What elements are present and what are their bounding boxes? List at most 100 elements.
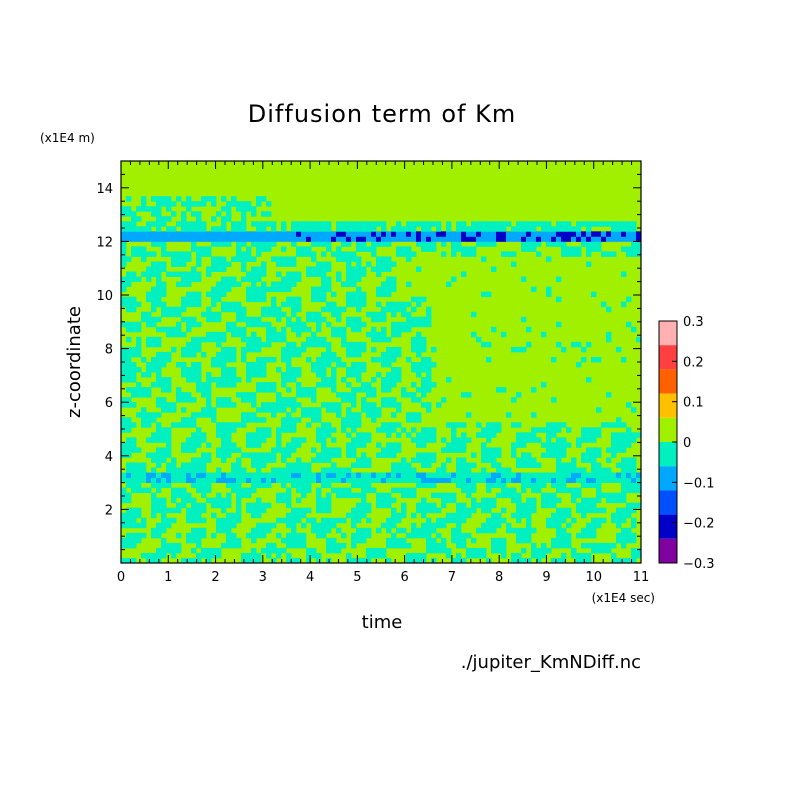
heatmap-cell (186, 377, 192, 383)
heatmap-cell (121, 236, 127, 242)
heatmap-cell (356, 362, 362, 368)
heatmap-cell (306, 422, 312, 428)
heatmap-cell (326, 351, 332, 358)
heatmap-cell (391, 532, 397, 539)
heatmap-cell (271, 387, 277, 393)
heatmap-cell (231, 487, 237, 494)
heatmap-cell (626, 472, 632, 478)
heatmap-cell (626, 236, 632, 242)
heatmap-cell (231, 226, 237, 232)
heatmap-cell (411, 427, 417, 433)
heatmap-cell (411, 367, 417, 373)
heatmap-cell (136, 367, 142, 373)
heatmap-cell (566, 507, 572, 514)
colorbar-swatch (659, 417, 677, 442)
heatmap-cell (311, 291, 317, 298)
heatmap-cell (171, 507, 177, 514)
heatmap-cell (176, 311, 182, 318)
heatmap-cell (131, 487, 137, 494)
heatmap-cell (491, 427, 497, 433)
heatmap-cell (336, 527, 342, 534)
heatmap-cell (581, 532, 587, 539)
heatmap-cell (596, 221, 602, 227)
heatmap-cell (291, 372, 297, 378)
heatmap-cell (151, 286, 157, 293)
heatmap-cell (191, 502, 197, 509)
heatmap-cell (311, 266, 317, 272)
heatmap-cell (371, 487, 377, 494)
heatmap-cell (221, 542, 227, 549)
heatmap-cell (471, 331, 477, 338)
heatmap-cell (166, 547, 172, 554)
heatmap-cell (376, 502, 382, 509)
heatmap-cell (226, 452, 232, 458)
heatmap-cell (121, 231, 127, 237)
heatmap-cell (331, 522, 337, 529)
heatmap-cell (536, 472, 542, 478)
heatmap-cell (166, 331, 172, 338)
heatmap-cell (266, 432, 272, 438)
heatmap-cell (131, 231, 137, 237)
heatmap-cell (606, 492, 612, 499)
heatmap-cell (396, 442, 402, 448)
heatmap-cell (531, 472, 537, 478)
heatmap-cell (241, 487, 247, 494)
heatmap-cell (221, 236, 227, 242)
heatmap-cell (181, 261, 187, 267)
heatmap-cell (281, 261, 287, 267)
heatmap-cell (416, 442, 422, 448)
heatmap-cell (581, 427, 587, 433)
heatmap-cell (196, 427, 202, 433)
heatmap-cell (156, 301, 162, 308)
heatmap-cell (451, 432, 457, 438)
heatmap-cell (421, 231, 427, 237)
heatmap-cell (506, 467, 512, 473)
heatmap-cell (241, 206, 247, 212)
heatmap-cell (456, 246, 462, 252)
heatmap-cell (351, 266, 357, 272)
heatmap-cell (296, 372, 302, 378)
heatmap-cell (286, 321, 292, 328)
heatmap-cell (426, 532, 432, 539)
heatmap-cell (561, 437, 567, 443)
heatmap-cell (526, 452, 532, 458)
heatmap-cell (591, 477, 597, 483)
heatmap-cell (596, 542, 602, 549)
heatmap-cell (261, 457, 267, 463)
heatmap-cell (321, 316, 327, 323)
heatmap-cell (321, 351, 327, 358)
heatmap-cell (581, 512, 587, 519)
heatmap-cell (201, 527, 207, 534)
heatmap-cell (151, 196, 157, 202)
heatmap-cell (186, 271, 192, 277)
heatmap-cell (291, 507, 297, 514)
heatmap-cell (311, 387, 317, 393)
heatmap-cell (421, 392, 427, 398)
heatmap-cell (166, 231, 172, 237)
heatmap-cell (446, 226, 452, 232)
heatmap-cell (401, 542, 407, 549)
heatmap-cell (626, 226, 632, 232)
heatmap-cell (146, 437, 152, 443)
heatmap-cell (216, 291, 222, 298)
heatmap-cell (206, 236, 212, 242)
heatmap-cell (396, 236, 402, 242)
heatmap-cell (616, 462, 622, 468)
heatmap-cell (181, 492, 187, 499)
heatmap-cell (136, 206, 142, 212)
heatmap-cell (471, 547, 477, 554)
heatmap-cell (586, 377, 592, 383)
heatmap-cell (491, 452, 497, 458)
heatmap-cell (611, 452, 617, 458)
heatmap-cell (501, 387, 507, 393)
heatmap-cell (331, 452, 337, 458)
heatmap-cell (266, 522, 272, 529)
heatmap-cell (136, 382, 142, 388)
heatmap-cell (186, 226, 192, 232)
heatmap-cell (221, 382, 227, 388)
heatmap-cell (311, 286, 317, 293)
heatmap-cell (161, 512, 167, 519)
heatmap-cell (506, 487, 512, 494)
heatmap-cell (606, 221, 612, 227)
heatmap-cell (281, 452, 287, 458)
